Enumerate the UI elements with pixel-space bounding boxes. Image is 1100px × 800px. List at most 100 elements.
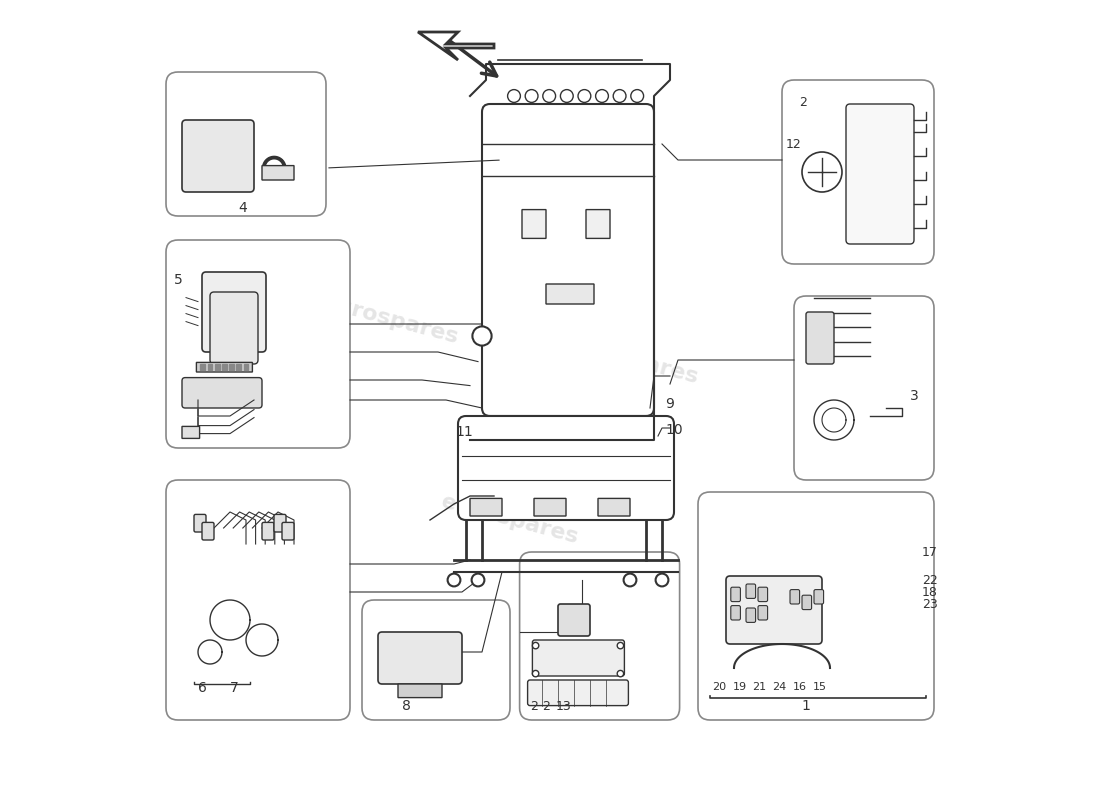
Bar xyxy=(243,364,249,370)
Text: eurospares: eurospares xyxy=(319,292,461,348)
FancyBboxPatch shape xyxy=(166,240,350,448)
FancyBboxPatch shape xyxy=(794,296,934,480)
Text: 7: 7 xyxy=(230,681,239,695)
Text: 24: 24 xyxy=(772,682,786,691)
FancyBboxPatch shape xyxy=(730,587,740,602)
FancyBboxPatch shape xyxy=(362,600,510,720)
FancyBboxPatch shape xyxy=(194,514,206,532)
Text: 10: 10 xyxy=(666,422,683,437)
Text: 6: 6 xyxy=(198,681,207,695)
Text: 8: 8 xyxy=(402,699,411,714)
FancyBboxPatch shape xyxy=(598,498,630,516)
FancyBboxPatch shape xyxy=(282,522,294,540)
FancyBboxPatch shape xyxy=(698,492,934,720)
Circle shape xyxy=(630,90,644,102)
FancyBboxPatch shape xyxy=(202,272,266,352)
FancyBboxPatch shape xyxy=(782,80,934,264)
Text: 4: 4 xyxy=(238,201,246,215)
FancyBboxPatch shape xyxy=(519,552,680,720)
FancyBboxPatch shape xyxy=(378,632,462,684)
Text: 12: 12 xyxy=(786,138,802,151)
FancyBboxPatch shape xyxy=(262,522,274,540)
FancyBboxPatch shape xyxy=(470,498,502,516)
Text: 2: 2 xyxy=(800,96,807,109)
FancyBboxPatch shape xyxy=(746,608,756,622)
FancyBboxPatch shape xyxy=(182,426,199,438)
FancyBboxPatch shape xyxy=(202,522,215,540)
Circle shape xyxy=(448,574,461,586)
FancyBboxPatch shape xyxy=(166,480,350,720)
FancyBboxPatch shape xyxy=(398,684,442,698)
FancyBboxPatch shape xyxy=(166,72,326,216)
FancyBboxPatch shape xyxy=(846,104,914,244)
Text: 13: 13 xyxy=(556,701,571,714)
Text: 15: 15 xyxy=(813,682,826,691)
Text: 11: 11 xyxy=(455,425,473,439)
FancyBboxPatch shape xyxy=(790,590,800,604)
Text: 23: 23 xyxy=(922,598,937,611)
FancyBboxPatch shape xyxy=(758,587,768,602)
Circle shape xyxy=(472,326,492,346)
Bar xyxy=(214,364,220,370)
Circle shape xyxy=(472,574,484,586)
FancyBboxPatch shape xyxy=(532,640,625,676)
Text: eurospares: eurospares xyxy=(439,492,581,548)
Circle shape xyxy=(532,670,539,677)
Circle shape xyxy=(617,670,624,677)
Text: 20: 20 xyxy=(713,682,727,691)
Circle shape xyxy=(656,574,669,586)
FancyBboxPatch shape xyxy=(210,292,258,364)
FancyBboxPatch shape xyxy=(522,210,546,238)
FancyBboxPatch shape xyxy=(746,584,756,598)
FancyBboxPatch shape xyxy=(182,120,254,192)
FancyBboxPatch shape xyxy=(534,498,566,516)
Bar xyxy=(208,364,212,370)
Text: 16: 16 xyxy=(793,682,806,691)
Text: 9: 9 xyxy=(666,397,674,411)
FancyBboxPatch shape xyxy=(558,604,590,636)
FancyBboxPatch shape xyxy=(726,576,822,644)
FancyBboxPatch shape xyxy=(806,312,834,364)
FancyBboxPatch shape xyxy=(546,284,594,304)
Circle shape xyxy=(617,642,624,649)
FancyBboxPatch shape xyxy=(730,606,740,620)
Bar xyxy=(229,364,234,370)
Circle shape xyxy=(595,90,608,102)
Circle shape xyxy=(532,642,539,649)
FancyBboxPatch shape xyxy=(274,514,286,532)
Text: eurospares: eurospares xyxy=(560,332,701,388)
Circle shape xyxy=(560,90,573,102)
Circle shape xyxy=(525,90,538,102)
Circle shape xyxy=(613,90,626,102)
Text: 21: 21 xyxy=(752,682,767,691)
FancyBboxPatch shape xyxy=(262,166,294,180)
Text: 18: 18 xyxy=(922,586,938,599)
FancyBboxPatch shape xyxy=(802,595,812,610)
Text: 2: 2 xyxy=(542,701,550,714)
Text: 22: 22 xyxy=(922,574,937,587)
Text: 5: 5 xyxy=(174,273,183,287)
Circle shape xyxy=(542,90,556,102)
Polygon shape xyxy=(470,64,670,440)
FancyBboxPatch shape xyxy=(182,378,262,408)
Text: 17: 17 xyxy=(922,546,938,559)
FancyBboxPatch shape xyxy=(482,104,654,416)
Bar xyxy=(236,364,241,370)
FancyBboxPatch shape xyxy=(458,416,674,520)
Text: 1: 1 xyxy=(802,698,811,713)
Circle shape xyxy=(578,90,591,102)
FancyBboxPatch shape xyxy=(586,210,611,238)
FancyBboxPatch shape xyxy=(814,590,824,604)
Text: 3: 3 xyxy=(910,389,918,403)
Polygon shape xyxy=(418,32,494,60)
Circle shape xyxy=(507,90,520,102)
FancyBboxPatch shape xyxy=(758,606,768,620)
Bar xyxy=(200,364,206,370)
Text: 2: 2 xyxy=(530,701,538,714)
Circle shape xyxy=(802,152,842,192)
Circle shape xyxy=(624,574,637,586)
FancyBboxPatch shape xyxy=(528,680,628,706)
FancyBboxPatch shape xyxy=(197,362,252,372)
Text: 19: 19 xyxy=(733,682,747,691)
Bar xyxy=(222,364,227,370)
